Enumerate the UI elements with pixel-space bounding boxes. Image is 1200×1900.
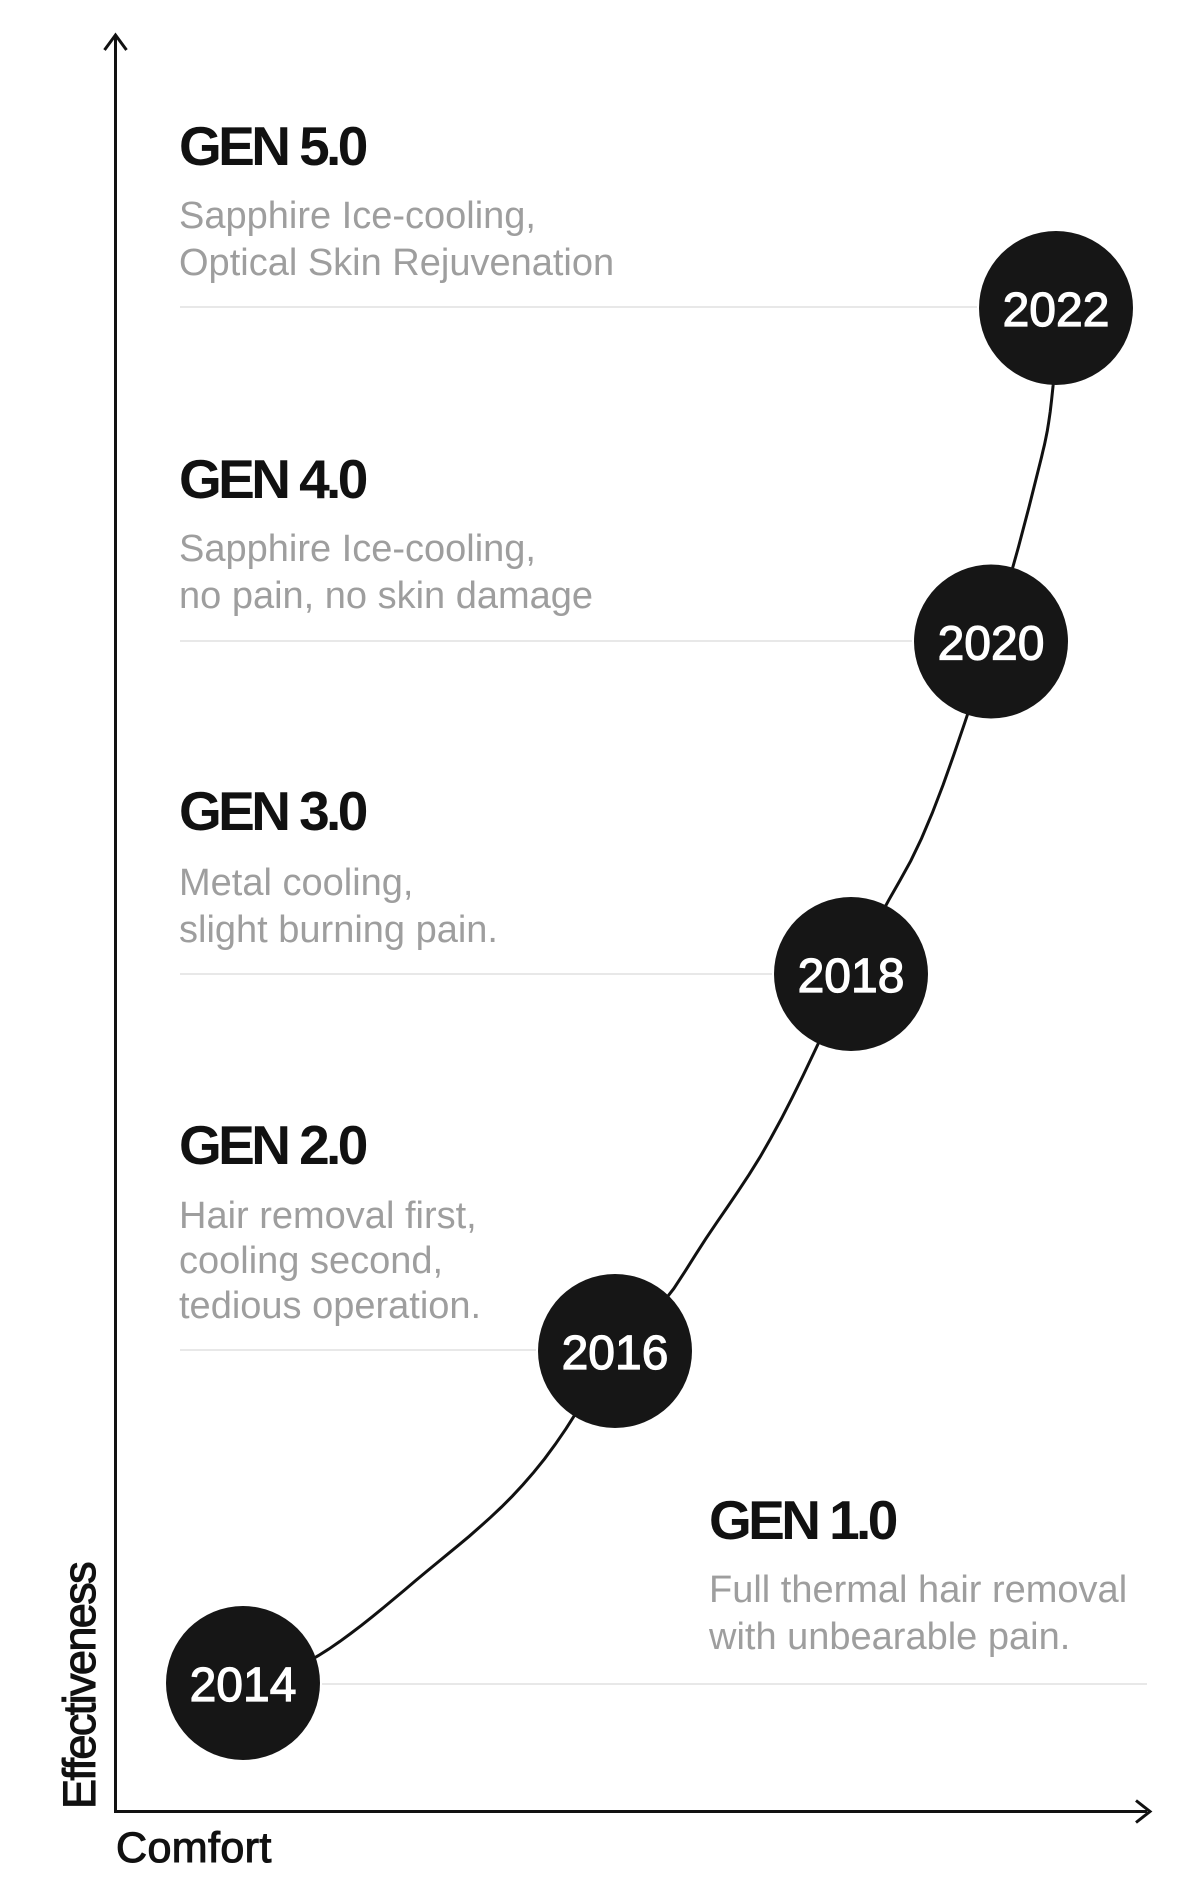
svg-text:2014: 2014 <box>190 1659 297 1712</box>
svg-text:2018: 2018 <box>798 950 905 1003</box>
svg-text:2022: 2022 <box>1003 284 1110 337</box>
svg-text:2020: 2020 <box>938 617 1045 670</box>
svg-text:2016: 2016 <box>562 1327 669 1380</box>
